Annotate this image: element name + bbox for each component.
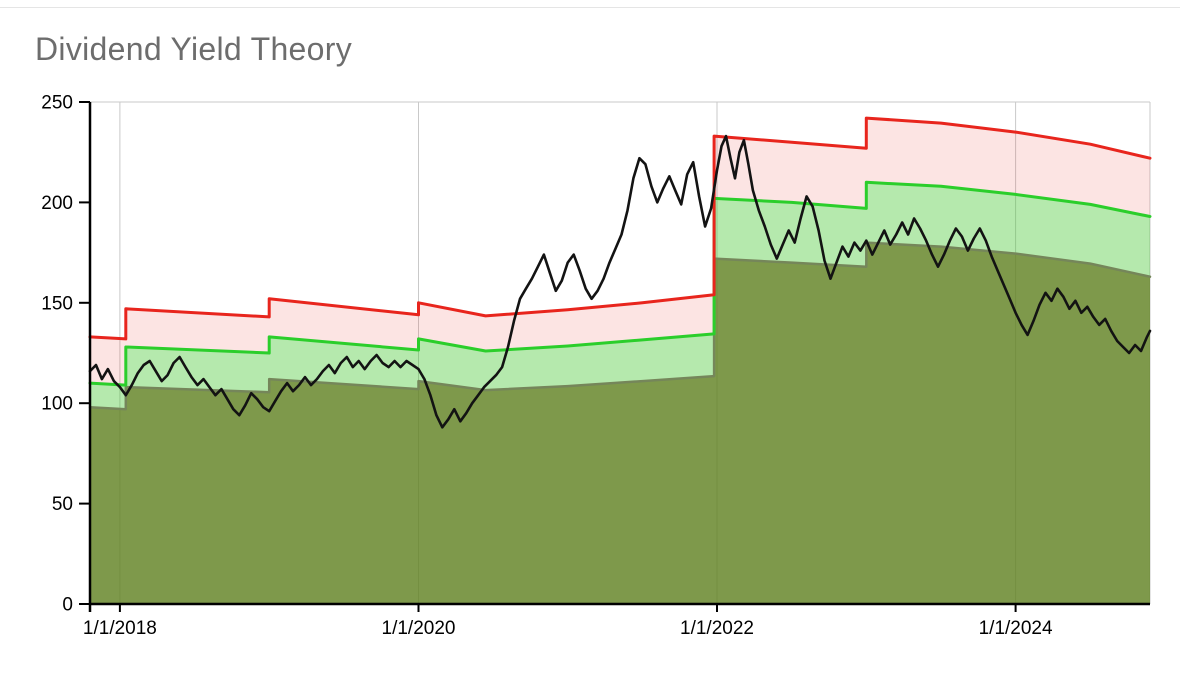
y-axis-label: 50 [52, 494, 73, 515]
x-axis-label: 1/1/2024 [979, 618, 1053, 639]
undervalued-floor-line [88, 241, 1152, 411]
y-axis-label: 250 [41, 93, 73, 114]
y-axis-label: 100 [41, 394, 73, 415]
chart-title: Dividend Yield Theory [35, 31, 353, 67]
overvalued-line [88, 116, 1152, 341]
series-lines [88, 116, 1152, 429]
top-divider [0, 7, 1180, 8]
y-axis-label: 150 [41, 293, 73, 314]
x-axis-label: 1/1/2018 [83, 618, 157, 639]
price-line [88, 134, 1152, 429]
undervalued-area [90, 242, 1150, 604]
axes: 0 50 100 150 200 250 1/1/2018 1/1/2020 1/1/2022 1… [41, 93, 1150, 639]
y-axis-label: 0 [62, 595, 73, 616]
fair-value-band [90, 182, 1150, 410]
fair-value-line [88, 180, 1152, 387]
valuation-bands [90, 118, 1150, 604]
x-axis-label: 1/1/2020 [382, 618, 456, 639]
x-axis-label: 1/1/2022 [680, 618, 754, 639]
y-axis-label: 200 [41, 193, 73, 214]
overvalued-band [90, 118, 1150, 386]
